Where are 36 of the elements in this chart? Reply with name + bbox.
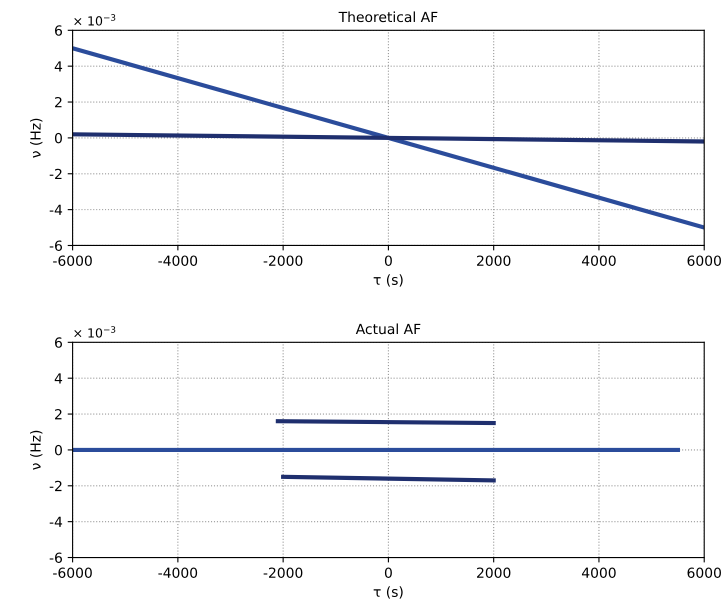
y-tick-label: -2 bbox=[50, 480, 62, 492]
x-tick-label: 6000 bbox=[688, 255, 721, 266]
y-tick-label: 0 bbox=[54, 444, 62, 456]
chart-title: Theoretical AF bbox=[338, 11, 438, 22]
y-tick-label: 6 bbox=[55, 337, 62, 348]
x-tick-label: 6000 bbox=[688, 567, 721, 578]
x-tick-label: 2000 bbox=[477, 255, 510, 266]
y-tick-label: 6 bbox=[55, 25, 62, 36]
x-tick-label: -4000 bbox=[158, 567, 198, 578]
chart-title: Actual AF bbox=[356, 323, 420, 334]
y-tick-label: -6 bbox=[50, 240, 62, 251]
x-tick-label: -4000 bbox=[158, 255, 198, 266]
x-tick-label: 2000 bbox=[477, 567, 510, 578]
y-tick-label: -4 bbox=[50, 516, 62, 527]
x-tick-label: 4000 bbox=[582, 255, 616, 266]
x-tick-label: 0 bbox=[384, 567, 392, 578]
x-tick-label: -2000 bbox=[264, 567, 302, 578]
y-tick-label: -2 bbox=[50, 168, 62, 180]
y-tick-label: 2 bbox=[55, 97, 62, 108]
y-tick-label: -6 bbox=[50, 552, 62, 563]
y-axis-title: ν (Hz) bbox=[30, 430, 42, 470]
y-axis-title: ν (Hz) bbox=[30, 118, 42, 158]
text: × 10$^{−3}$ bbox=[74, 326, 116, 338]
y-tick-label: -4 bbox=[50, 204, 62, 215]
y-tick-label: 4 bbox=[54, 61, 62, 72]
x-tick-label: -6000 bbox=[53, 255, 92, 266]
x-tick-label: -6000 bbox=[53, 567, 92, 578]
x-tick-label: 0 bbox=[384, 255, 392, 266]
y-tick-label: 4 bbox=[54, 373, 62, 384]
x-tick-label: -2000 bbox=[264, 255, 302, 266]
y-tick-label: 0 bbox=[54, 132, 62, 144]
x-axis-title: τ (s) bbox=[374, 274, 403, 287]
x-axis-title: τ (s) bbox=[374, 586, 403, 599]
y-tick-label: 2 bbox=[55, 409, 62, 420]
x-tick-label: 4000 bbox=[582, 567, 616, 578]
text: × 10$^{−3}$ bbox=[74, 14, 116, 26]
